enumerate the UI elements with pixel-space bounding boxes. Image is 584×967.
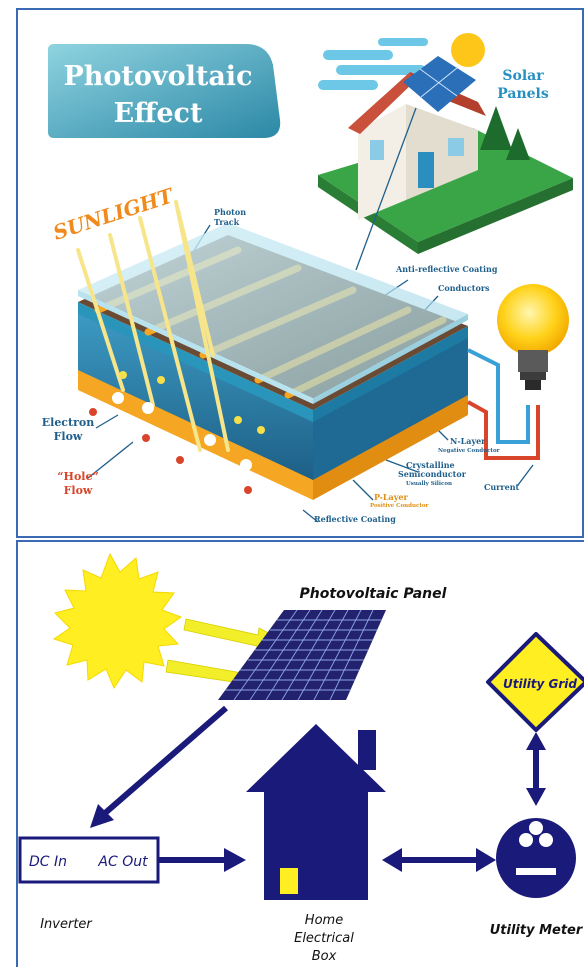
title-badge: Photovoltaic Effect: [48, 44, 281, 138]
p-layer-label: P-Layer: [374, 492, 408, 502]
title-line2: Effect: [114, 98, 203, 129]
hole-flow-line2: Flow: [64, 484, 93, 497]
inverter-dc-in: DC In: [29, 854, 67, 870]
pv-panel-label: Photovoltaic Panel: [300, 586, 447, 602]
n-layer-label: N-Layer: [450, 436, 486, 446]
inverter-box: DC In AC Out: [18, 836, 160, 884]
house-illustration: [318, 56, 573, 254]
inverter-to-home-arrow: [158, 848, 246, 872]
electron-markers: [112, 371, 265, 471]
home-line2: Electrical: [294, 931, 354, 946]
home-line3: Box: [312, 949, 337, 964]
utility-meter: [496, 818, 576, 898]
panel-to-inverter-arrow: [90, 705, 228, 828]
sun-starburst: [52, 552, 183, 690]
home-line1: Home: [305, 913, 343, 928]
n-layer-sub: Negative Conductor: [438, 448, 500, 454]
home-electrical-box: [246, 724, 386, 900]
title-line1: Photovoltaic: [63, 61, 252, 92]
grid-meter-arrow: [526, 732, 546, 806]
photon-track-line1: Photon: [214, 207, 246, 217]
sunlight-rays: [76, 200, 230, 452]
home-meter-arrow: [382, 848, 496, 872]
home-solar-system-panel: Photovoltaic Panel Utility Grid: [16, 540, 584, 967]
electron-flow-line1: Electron: [42, 416, 94, 429]
home-solar-system-diagram: Photovoltaic Panel Utility Grid: [18, 552, 584, 964]
hole-flow-line1: “Hole”: [57, 470, 99, 483]
electron-flow-line2: Flow: [54, 430, 83, 443]
inverter-label: Inverter: [40, 917, 93, 932]
inverter-ac-out: AC Out: [97, 854, 148, 870]
clouds: [318, 38, 428, 90]
photovoltaic-panel: [218, 609, 386, 701]
p-layer-sub: Positive Conductor: [370, 503, 429, 509]
light-bulb: [497, 284, 569, 390]
utility-grid-node: Utility Grid: [486, 632, 584, 732]
sunlight-label: SUNLIGHT: [50, 183, 178, 245]
solar-panels-line1: Solar: [502, 68, 544, 84]
sun-small: [451, 33, 485, 67]
current-label: Current: [484, 482, 520, 492]
photon-track-line2: Track: [214, 217, 240, 227]
wires: [467, 348, 540, 460]
anti-reflective-label: Anti-reflective Coating: [395, 264, 498, 274]
conductors-label: Conductors: [438, 283, 490, 293]
hole-markers: [89, 408, 252, 494]
photovoltaic-effect-panel: Photovoltaic Effect Solar Panels: [16, 8, 584, 538]
crystalline-line2: Semiconductor: [398, 469, 467, 479]
reflective-coating-label: Reflective Coating: [314, 514, 396, 524]
utility-grid-label: Utility Grid: [503, 677, 577, 691]
photovoltaic-effect-illustration: Photovoltaic Effect Solar Panels: [42, 33, 573, 524]
crystalline-line1: Crystalline: [406, 460, 455, 470]
crystalline-sub: Usually Silicon: [406, 481, 452, 487]
home-window: [280, 868, 298, 894]
solar-panels-line2: Panels: [497, 86, 549, 102]
utility-meter-label: Utility Meter: [490, 923, 584, 938]
